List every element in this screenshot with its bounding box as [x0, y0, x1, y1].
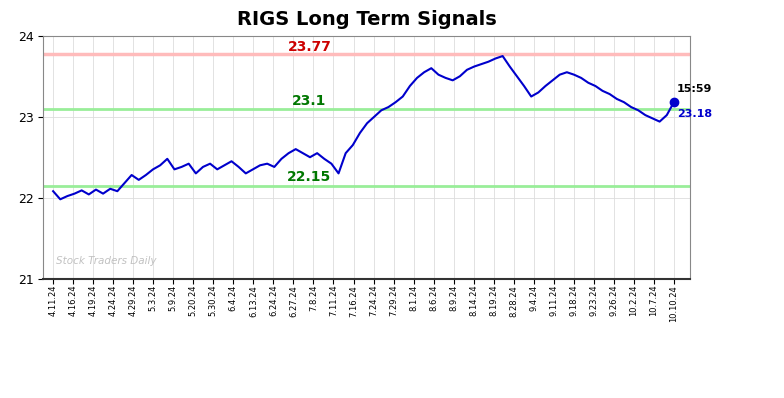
Text: 23.1: 23.1	[292, 94, 327, 107]
Text: 22.15: 22.15	[287, 170, 332, 185]
Title: RIGS Long Term Signals: RIGS Long Term Signals	[237, 10, 496, 29]
Text: 23.18: 23.18	[677, 109, 712, 119]
Text: 23.77: 23.77	[288, 40, 332, 54]
Text: Stock Traders Daily: Stock Traders Daily	[56, 256, 157, 267]
Text: 15:59: 15:59	[677, 84, 713, 94]
